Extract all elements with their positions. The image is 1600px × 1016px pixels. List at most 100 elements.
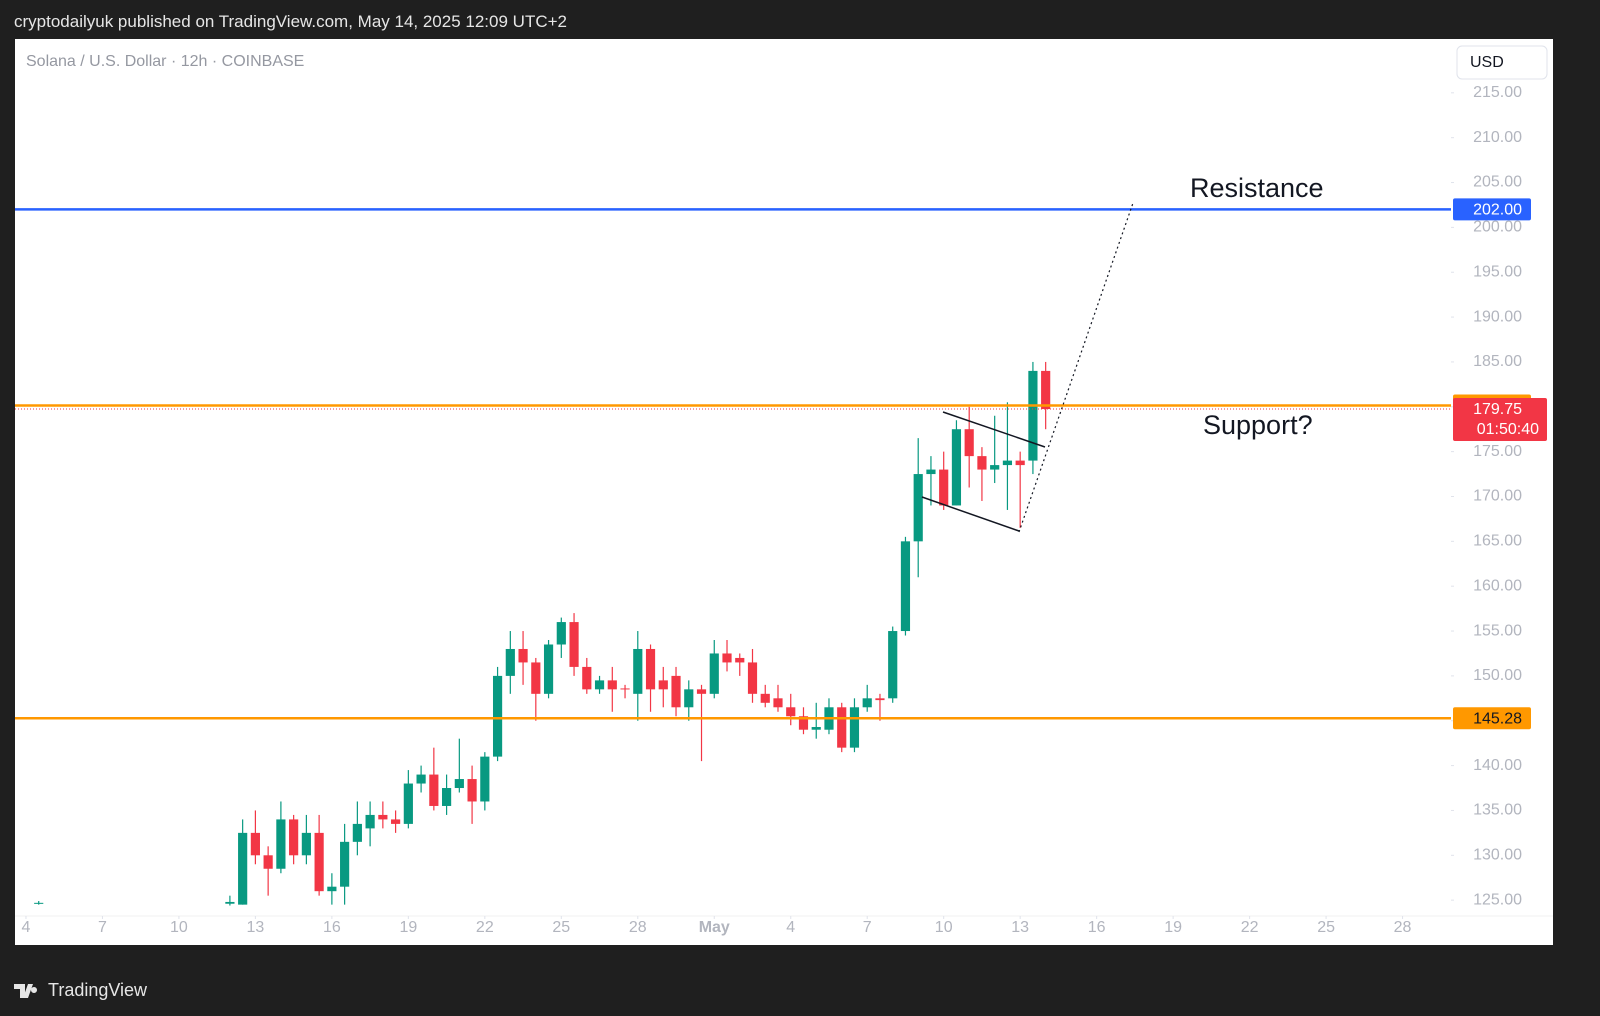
candle-body bbox=[913, 474, 923, 542]
level-price-box bbox=[1453, 707, 1531, 730]
candle-body bbox=[301, 832, 311, 856]
x-tick-label: 10 bbox=[935, 919, 953, 936]
candle-body bbox=[340, 841, 350, 887]
candle-body bbox=[926, 469, 936, 475]
annotation: Resistance bbox=[1190, 173, 1324, 203]
projection-line bbox=[1018, 202, 1134, 533]
candle-body bbox=[849, 707, 860, 748]
candle-body bbox=[238, 832, 248, 905]
candle-body bbox=[645, 648, 656, 690]
drawings bbox=[921, 202, 1134, 533]
footer: TradingView bbox=[14, 980, 147, 1001]
y-tick-label: 215.00 bbox=[1473, 84, 1522, 101]
candle-body bbox=[263, 855, 273, 869]
candle-body bbox=[811, 727, 821, 730]
candle-body bbox=[747, 662, 758, 694]
x-tick-label: 28 bbox=[1394, 919, 1412, 936]
x-tick-label: 22 bbox=[1241, 919, 1259, 936]
candle-body bbox=[1041, 370, 1051, 410]
x-tick-label: 19 bbox=[399, 919, 417, 936]
candle-body bbox=[442, 788, 452, 806]
x-tick-label: 19 bbox=[1164, 919, 1182, 936]
last-price-label: 179.75 bbox=[1473, 401, 1522, 418]
candle-body bbox=[569, 622, 579, 667]
candle-body bbox=[773, 698, 783, 708]
x-tick-label: 4 bbox=[22, 919, 31, 936]
candle-body bbox=[964, 429, 974, 457]
candle-body bbox=[837, 707, 847, 748]
candle-body bbox=[786, 707, 796, 717]
candle-body bbox=[824, 707, 834, 730]
level-price-label: 145.28 bbox=[1473, 710, 1522, 727]
candle-body bbox=[696, 689, 707, 694]
annotation: Support? bbox=[1203, 410, 1313, 440]
x-tick-label: 4 bbox=[786, 919, 795, 936]
x-tick-label: 10 bbox=[170, 919, 188, 936]
candle-body bbox=[543, 644, 554, 694]
candle-body bbox=[467, 779, 477, 802]
candle-body bbox=[939, 469, 949, 506]
candle-body bbox=[518, 648, 528, 663]
x-tick-label: 28 bbox=[629, 919, 647, 936]
y-tick-label: 175.00 bbox=[1473, 443, 1522, 460]
channel-line bbox=[942, 411, 1046, 448]
chart-panel bbox=[15, 39, 1553, 945]
x-tick-label: May bbox=[699, 919, 730, 936]
candle-body bbox=[289, 819, 299, 856]
candle-body bbox=[607, 680, 617, 690]
candle-body bbox=[276, 819, 286, 869]
plot-area bbox=[15, 208, 1451, 906]
candle-body bbox=[594, 680, 605, 690]
candle-body bbox=[314, 832, 324, 892]
candle-body bbox=[492, 675, 503, 757]
y-tick-label: 150.00 bbox=[1473, 667, 1522, 684]
last-price-box bbox=[1453, 398, 1547, 442]
candle-body bbox=[684, 689, 694, 708]
x-tick-label: 13 bbox=[1011, 919, 1029, 936]
x-tick-label: 16 bbox=[323, 919, 341, 936]
candle-body bbox=[403, 783, 413, 824]
y-tick-label: 195.00 bbox=[1473, 263, 1522, 280]
candle-body bbox=[429, 774, 439, 806]
y-tick-label: 200.00 bbox=[1473, 219, 1522, 236]
y-tick-label: 155.00 bbox=[1473, 622, 1522, 639]
candle-body bbox=[505, 648, 515, 676]
candle-body bbox=[722, 653, 732, 663]
y-tick-label: 135.00 bbox=[1473, 802, 1522, 819]
y-tick-label: 130.00 bbox=[1473, 847, 1522, 864]
candle-body bbox=[658, 680, 668, 690]
level-price-box bbox=[1453, 198, 1531, 221]
y-tick-label: 180.00 bbox=[1473, 398, 1522, 415]
candle-body bbox=[352, 823, 362, 842]
publish-header: cryptodailyuk published on TradingView.c… bbox=[14, 12, 567, 31]
x-tick-label: 7 bbox=[863, 919, 872, 936]
candle-body bbox=[977, 456, 987, 470]
candle-body bbox=[735, 657, 745, 663]
candle-body bbox=[900, 541, 911, 632]
candle-body bbox=[951, 429, 962, 506]
candle-body bbox=[556, 622, 566, 645]
x-tick-label: 22 bbox=[476, 919, 494, 936]
y-tick-label: 140.00 bbox=[1473, 757, 1522, 774]
x-tick-label: 7 bbox=[98, 919, 107, 936]
candle-body bbox=[416, 774, 426, 784]
candle-body bbox=[378, 814, 388, 820]
y-tick-label: 160.00 bbox=[1473, 577, 1522, 594]
currency-label[interactable]: USD bbox=[1470, 54, 1504, 71]
candle-body bbox=[34, 902, 44, 904]
candle-body bbox=[875, 698, 885, 701]
candle-body bbox=[798, 716, 809, 730]
candle-body bbox=[671, 675, 681, 708]
candle-body bbox=[250, 832, 260, 856]
level-price-label: 180.14 bbox=[1473, 398, 1522, 415]
y-tick-label: 165.00 bbox=[1473, 533, 1522, 550]
candle-body bbox=[862, 698, 872, 708]
candle-body bbox=[633, 648, 643, 694]
y-tick-label: 210.00 bbox=[1473, 129, 1522, 146]
chart-title: Solana / U.S. Dollar · 12h · COINBASE bbox=[26, 53, 304, 70]
currency-button[interactable] bbox=[1456, 45, 1548, 80]
y-tick-label: 125.00 bbox=[1473, 891, 1522, 908]
candle-body bbox=[990, 465, 1000, 470]
